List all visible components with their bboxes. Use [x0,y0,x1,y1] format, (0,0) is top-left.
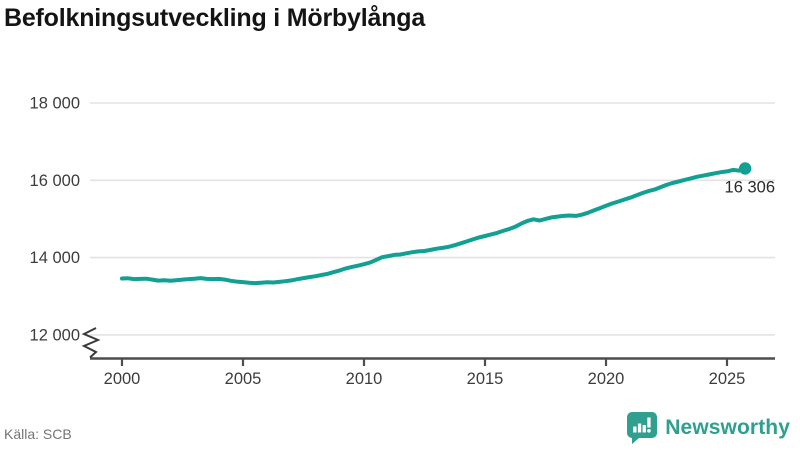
population-line [120,166,748,286]
newsworthy-icon [627,411,658,444]
x-tick-label: 2010 [346,370,383,388]
y-tick-label: 16 000 [30,172,80,190]
source-label: Källa: SCB [4,426,72,442]
y-tick-label: 14 000 [30,249,80,267]
newsworthy-wordmark: Newsworthy [665,416,790,439]
x-tick-label: 2020 [588,370,625,388]
y-axis-break [81,327,101,359]
speech-bubble-shape [627,411,658,444]
x-tick-label: 2015 [467,370,504,388]
x-tick-label: 2000 [104,370,141,388]
bar-chart-glyph [633,417,652,433]
y-tick-label: 12 000 [30,326,80,344]
y-tick-label: 18 000 [30,95,80,113]
end-value-label: 16 306 [725,178,775,196]
end-dot [738,162,752,175]
x-tick-label: 2025 [709,370,746,388]
page-title: Befolkningsutveckling i Mörbylånga [4,4,426,32]
x-tick-label: 2005 [225,370,262,388]
newsworthy-logo[interactable]: Newsworthy [627,411,790,445]
